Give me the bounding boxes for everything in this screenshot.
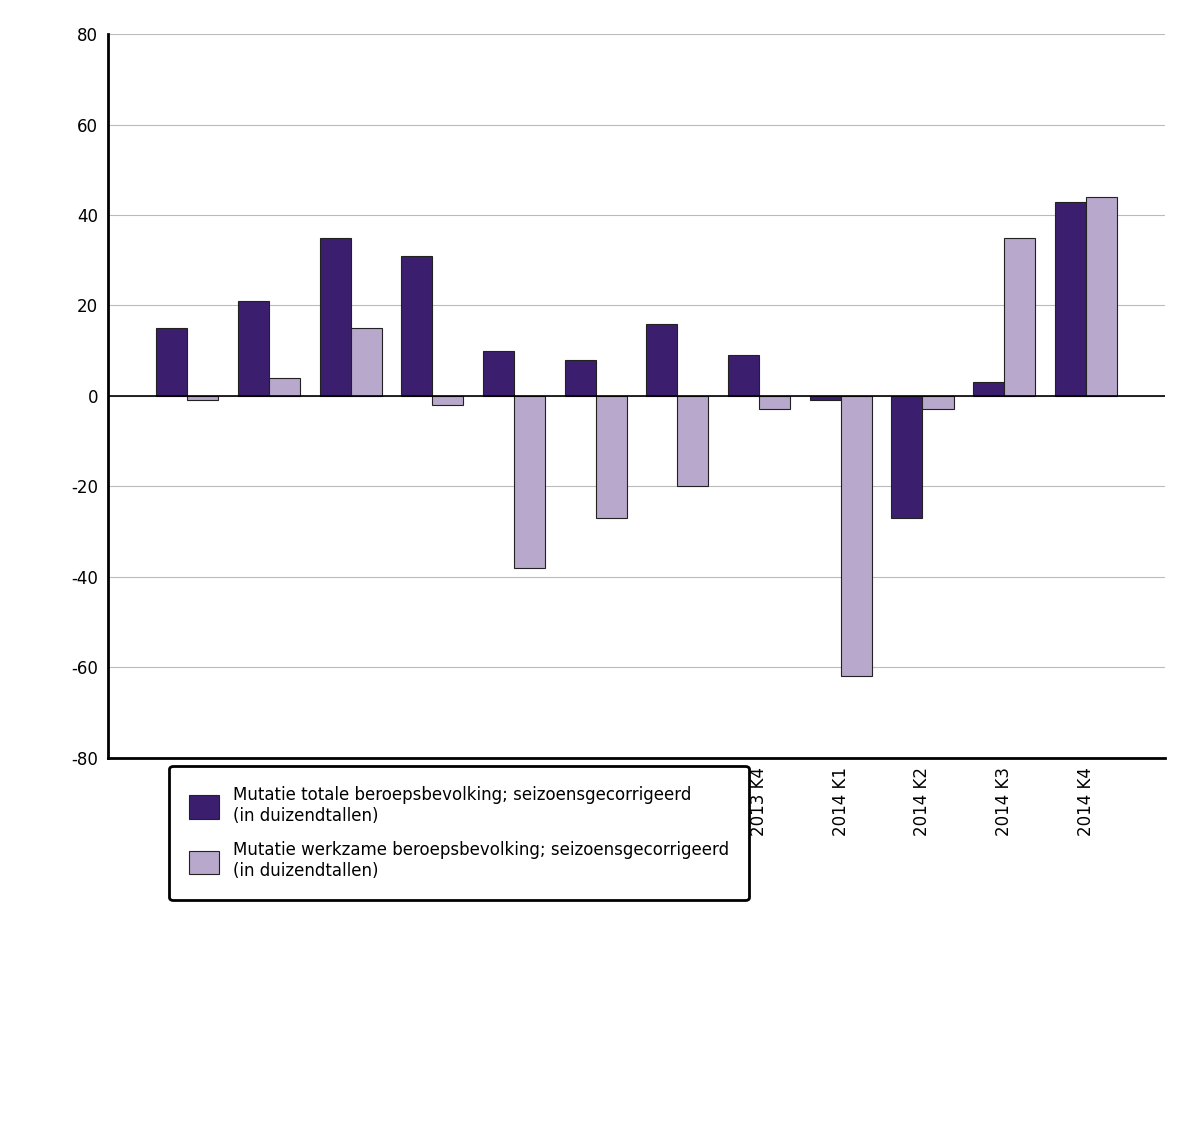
Bar	[677, 396, 709, 486]
Bar	[922, 396, 954, 410]
Bar	[156, 328, 187, 396]
Bar	[351, 328, 382, 396]
Bar	[187, 396, 219, 401]
Bar	[432, 396, 464, 405]
Bar	[809, 396, 841, 401]
Bar	[1004, 238, 1035, 396]
Bar	[728, 355, 759, 396]
Bar	[646, 323, 677, 396]
Bar	[973, 383, 1004, 396]
Bar	[596, 396, 627, 518]
Bar	[564, 360, 596, 396]
Bar	[319, 238, 351, 396]
Legend: Mutatie totale beroepsbevolking; seizoensgecorrigeerd
(in duizendtallen), Mutati: Mutatie totale beroepsbevolking; seizoen…	[169, 766, 748, 900]
Bar	[483, 351, 514, 396]
Bar	[841, 396, 872, 676]
Bar	[1086, 196, 1117, 396]
Bar	[1054, 201, 1086, 396]
Bar	[514, 396, 545, 568]
Bar	[401, 256, 432, 396]
Bar	[759, 396, 790, 410]
Bar	[891, 396, 922, 518]
Bar	[269, 378, 300, 396]
Bar	[238, 301, 269, 396]
